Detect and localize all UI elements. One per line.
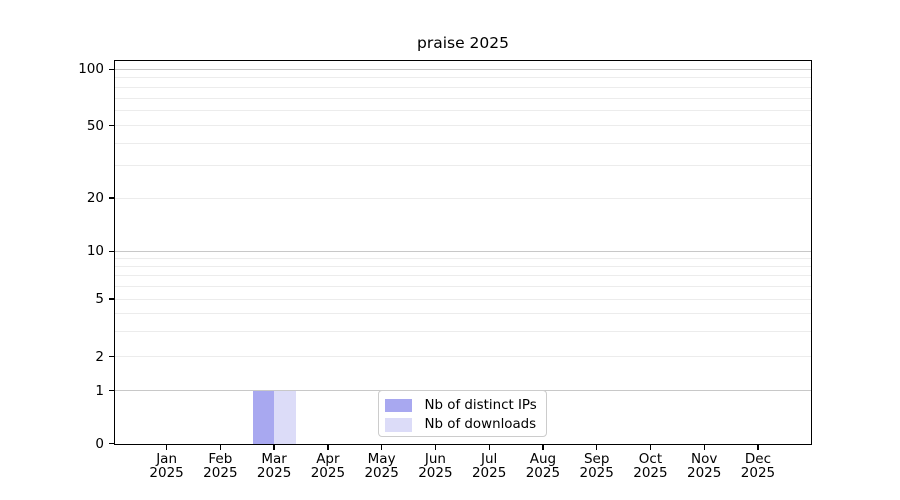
- x-axis-tick-label: Jun 2025: [390, 450, 480, 482]
- minor-gridline: [115, 330, 811, 332]
- y-axis-tick-label: 100: [78, 61, 104, 78]
- legend-row: Nb of distinct IPs: [385, 396, 546, 416]
- year-label: 2025: [525, 465, 561, 482]
- legend-swatch: [385, 418, 412, 432]
- x-axis-tick: [757, 444, 759, 450]
- x-axis-tick: [649, 444, 652, 450]
- y-axis-tick-label: 0: [95, 435, 104, 452]
- year-label: 2025: [579, 465, 614, 482]
- month-label: Feb: [208, 450, 233, 467]
- legend-swatch: [385, 398, 412, 412]
- minor-gridline: [115, 298, 811, 300]
- minor-gridline: [115, 125, 811, 126]
- x-axis-tick: [488, 444, 490, 450]
- x-axis-tick-label: May 2025: [337, 450, 427, 482]
- month-label: Oct: [638, 450, 663, 467]
- year-label: 2025: [633, 465, 668, 482]
- minor-gridline: [115, 285, 811, 287]
- x-axis-tick: [165, 444, 168, 450]
- month-label: Nov: [691, 450, 718, 467]
- x-axis-tick-label: Nov 2025: [659, 450, 749, 482]
- legend-row: Nb of downloads: [385, 415, 546, 435]
- bar-downloads: [274, 390, 296, 444]
- month-label: Dec: [744, 450, 772, 467]
- y-axis-tick: [109, 389, 115, 392]
- bar-distinct-ips: [252, 390, 275, 444]
- year-label: 2025: [740, 465, 776, 482]
- x-axis-tick: [380, 444, 383, 450]
- x-axis-tick: [542, 444, 544, 450]
- legend-label: Nb of distinct IPs: [424, 397, 537, 413]
- year-label: 2025: [310, 465, 346, 482]
- year-label: 2025: [203, 465, 238, 482]
- y-axis-tick-label: 10: [86, 243, 104, 260]
- minor-gridline: [115, 110, 811, 112]
- x-axis-tick-label: Dec 2025: [713, 450, 803, 482]
- major-gridline: [115, 68, 811, 70]
- x-axis-tick: [434, 444, 437, 450]
- month-label: Mar: [261, 450, 287, 467]
- minor-gridline: [115, 165, 811, 167]
- month-label: Apr: [316, 450, 340, 467]
- x-axis-tick: [703, 444, 705, 450]
- month-label: Aug: [529, 450, 557, 467]
- major-gridline: [115, 250, 811, 252]
- x-axis-tick-label: Oct 2025: [605, 450, 695, 482]
- x-axis-tick-label: Jul 2025: [444, 450, 534, 482]
- minor-gridline: [115, 275, 811, 277]
- y-axis-tick-label: 1: [95, 382, 104, 399]
- x-axis-tick-label: Feb 2025: [175, 450, 265, 482]
- y-axis-tick: [109, 250, 115, 252]
- minor-gridline: [115, 356, 811, 357]
- minor-gridline: [115, 258, 811, 260]
- chart-title: praise 2025: [416, 34, 509, 52]
- x-axis-tick: [596, 444, 598, 450]
- x-axis-tick-label: Mar 2025: [229, 450, 319, 482]
- year-label: 2025: [687, 465, 722, 482]
- y-axis-tick-label: 20: [86, 190, 104, 206]
- minor-gridline: [115, 197, 811, 199]
- x-axis-tick: [273, 444, 275, 450]
- y-axis-tick: [109, 197, 115, 199]
- month-label: Jan: [156, 450, 177, 467]
- year-label: 2025: [471, 465, 507, 482]
- year-label: 2025: [149, 465, 184, 482]
- year-label: 2025: [418, 465, 453, 482]
- y-axis-tick-label: 2: [95, 348, 104, 365]
- x-axis-tick-label: Aug 2025: [498, 450, 588, 482]
- plot-area: [113, 60, 812, 445]
- legend: Nb of distinct IPs Nb of downloads: [377, 389, 547, 437]
- minor-gridline: [115, 86, 811, 88]
- minor-gridline: [115, 266, 811, 268]
- month-label: Jul: [481, 450, 498, 467]
- legend-label: Nb of downloads: [424, 417, 537, 433]
- y-axis-tick: [109, 355, 115, 358]
- month-label: Sep: [583, 450, 610, 467]
- x-axis-tick-label: Sep 2025: [552, 450, 642, 482]
- x-axis-tick: [327, 444, 329, 450]
- month-label: May: [367, 450, 396, 467]
- minor-gridline: [115, 312, 811, 314]
- y-axis-tick-label: 5: [95, 291, 104, 307]
- year-label: 2025: [364, 465, 399, 482]
- month-label: Jun: [424, 450, 446, 467]
- y-axis-tick: [109, 124, 115, 127]
- y-axis-tick-label: 50: [86, 117, 104, 134]
- y-axis-tick: [109, 68, 115, 70]
- y-axis-tick: [109, 442, 115, 445]
- y-axis-tick: [109, 298, 115, 300]
- x-axis-tick-label: Jan 2025: [122, 450, 212, 482]
- x-axis-tick-label: Apr 2025: [283, 450, 373, 482]
- minor-gridline: [115, 77, 811, 79]
- minor-gridline: [115, 142, 811, 144]
- minor-gridline: [115, 97, 811, 99]
- x-axis-tick: [219, 444, 221, 450]
- year-label: 2025: [256, 465, 292, 482]
